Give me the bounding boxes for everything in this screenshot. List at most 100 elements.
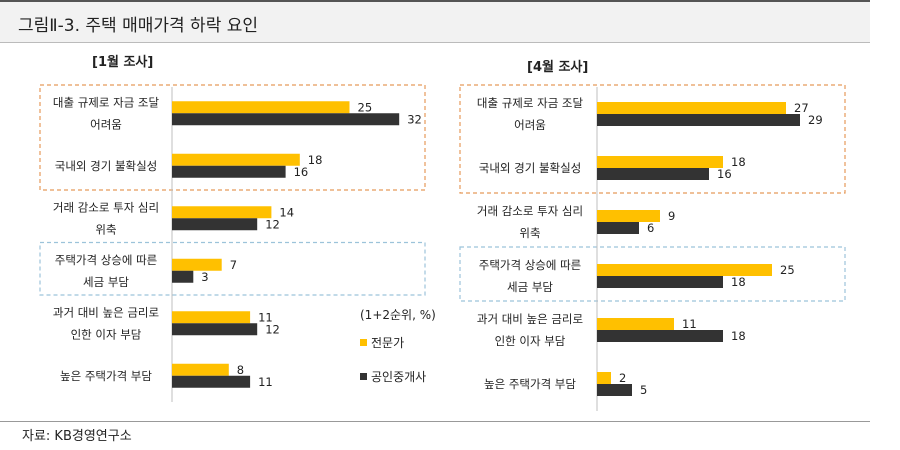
category-label: 높은 주택가격 부담 [60, 369, 152, 383]
value-label-expert: 8 [237, 363, 244, 377]
value-label-agent: 3 [201, 270, 208, 284]
bar-expert [172, 363, 229, 376]
category-label-line: 어려움 [514, 118, 546, 132]
legend-swatch-agent [360, 372, 367, 380]
bar-agent [597, 114, 800, 126]
category-label-line: 거래 감소로 투자 심리 [53, 200, 159, 214]
bottom-rule [0, 421, 870, 422]
category-label-line: 인한 이자 부담 [495, 334, 566, 348]
bar-expert [597, 210, 660, 222]
bar-expert [172, 153, 300, 166]
legend-item-agent: 공인중개사 [360, 367, 436, 385]
value-label-expert: 18 [308, 153, 323, 167]
bar-agent [172, 270, 194, 283]
category-label-line: 위축 [95, 222, 116, 236]
category-label-line: 세금 부담 [83, 275, 129, 289]
bar-expert [597, 264, 772, 276]
highlight-box [459, 84, 846, 194]
value-label-expert: 7 [230, 258, 237, 272]
bar-expert [597, 372, 611, 384]
value-label-agent: 18 [731, 275, 746, 289]
value-label-expert: 2 [619, 371, 626, 385]
category-label-line: 주택가격 상승에 따른 [479, 258, 582, 272]
bar-agent [597, 168, 709, 180]
bar-expert [597, 318, 674, 330]
category-label-line: 어려움 [90, 117, 122, 131]
highlight-box [39, 84, 426, 191]
figure-title: 그림Ⅱ-3. 주택 매매가격 하락 요인 [18, 16, 259, 36]
category-label-line: 대출 규제로 자금 조달 [477, 96, 584, 110]
category-label-line: 인한 이자 부담 [71, 327, 142, 341]
category-label-line: 높은 주택가격 부담 [484, 377, 576, 391]
value-label-agent: 6 [647, 221, 654, 235]
value-label-expert: 18 [731, 155, 746, 169]
value-label-agent: 16 [294, 165, 309, 179]
category-label-line: 과거 대비 높은 금리로 [53, 305, 159, 319]
legend-item-expert: 전문가 [360, 333, 436, 351]
bar-agent [597, 276, 723, 288]
bar-agent [597, 330, 723, 342]
value-label-expert: 27 [794, 101, 809, 115]
value-label-expert: 9 [668, 209, 675, 223]
highlight-box [459, 246, 846, 302]
legend-swatch-expert [360, 338, 367, 346]
value-label-agent: 16 [717, 167, 732, 181]
legend-label-agent: 공인중개사 [371, 369, 427, 384]
bar-expert [172, 206, 272, 219]
value-label-agent: 12 [265, 322, 280, 336]
category-label-line: 세금 부담 [507, 280, 553, 294]
legend-unit: (1+2순위, %) [360, 307, 436, 322]
bar-expert [597, 156, 723, 168]
bar-agent [172, 375, 251, 388]
category-label-line: 대출 규제로 자금 조달 [53, 95, 160, 109]
value-label-agent: 32 [407, 112, 422, 126]
bar-agent [172, 323, 258, 336]
bar-agent [172, 113, 400, 126]
panel-title-jan: [1월 조사] [92, 55, 154, 70]
value-label-expert: 25 [780, 263, 795, 277]
legend-label-expert: 전문가 [371, 335, 405, 350]
category-label: 국내외 경기 불확실성 [479, 161, 582, 175]
bar-expert [172, 311, 251, 324]
value-label-agent: 29 [808, 113, 823, 127]
value-label-expert: 25 [358, 100, 373, 114]
category-label: 높은 주택가격 부담 [484, 377, 576, 391]
value-label-agent: 18 [731, 329, 746, 343]
category-label-line: 거래 감소로 투자 심리 [477, 204, 583, 218]
bar-agent [172, 218, 258, 231]
value-label-expert: 11 [682, 317, 697, 331]
legend: (1+2순위, %) 전문가 공인중개사 [360, 305, 436, 385]
source-note: 자료: KB경영연구소 [22, 429, 132, 444]
value-label-agent: 5 [640, 383, 647, 397]
bar-agent [597, 384, 632, 396]
bar-agent [597, 222, 639, 234]
figure-title-bar: 그림Ⅱ-3. 주택 매매가격 하락 요인 [0, 0, 870, 43]
category-label: 국내외 경기 불확실성 [55, 159, 158, 173]
value-label-expert: 11 [258, 310, 273, 324]
panel-title-apr: [4월 조사] [527, 60, 589, 75]
category-label-line: 높은 주택가격 부담 [60, 369, 152, 383]
value-label-expert: 14 [279, 205, 294, 219]
bar-expert [172, 101, 350, 114]
category-label-line: 국내외 경기 불확실성 [479, 161, 582, 175]
bar-expert [597, 102, 786, 114]
highlight-box [39, 241, 426, 296]
category-label-line: 과거 대비 높은 금리로 [477, 312, 583, 326]
category-label-line: 위축 [519, 226, 540, 240]
category-label-line: 주택가격 상승에 따른 [55, 253, 158, 267]
category-label-line: 국내외 경기 불확실성 [55, 159, 158, 173]
value-label-agent: 12 [265, 217, 280, 231]
bar-agent [172, 165, 286, 178]
value-label-agent: 11 [258, 375, 273, 389]
